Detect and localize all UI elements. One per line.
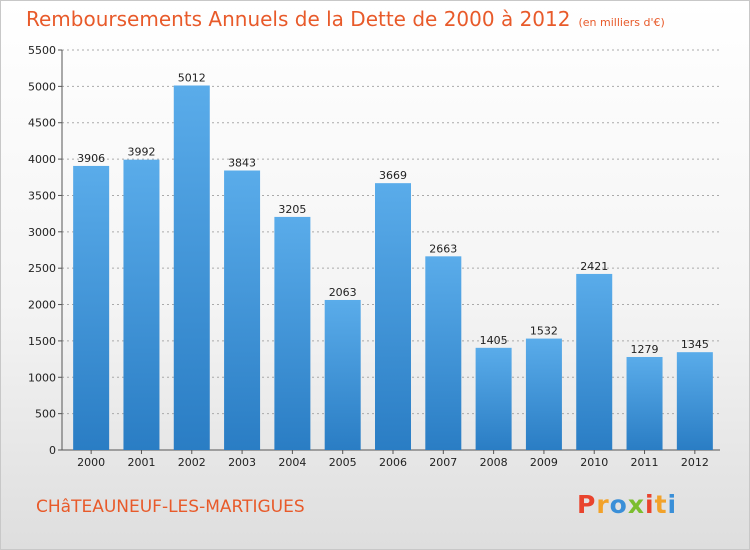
x-tick-label: 2010 — [580, 456, 608, 469]
data-label: 2663 — [429, 242, 457, 255]
data-label: 3906 — [77, 152, 105, 165]
x-tick-label: 2000 — [77, 456, 105, 469]
bar — [73, 165, 110, 450]
bar — [676, 352, 713, 450]
chart-unit: (en milliers d'€) — [578, 16, 665, 29]
y-tick-label: 5000 — [28, 80, 56, 93]
y-tick-label: 3000 — [28, 226, 56, 239]
data-label: 1532 — [530, 325, 558, 338]
data-label: 3205 — [278, 203, 306, 216]
bar — [123, 159, 160, 450]
data-labels: 3906 3992 5012 3843 3205 2063 3669 2663 1405 1532… — [77, 71, 709, 355]
logo-letter: i — [667, 490, 678, 519]
bar — [626, 356, 663, 450]
chart-title: Remboursements Annuels de la Dette de 20… — [26, 7, 665, 31]
data-label: 3669 — [379, 169, 407, 182]
data-label: 1405 — [480, 334, 508, 347]
bar — [425, 256, 462, 450]
logo-letter: i — [645, 490, 655, 519]
data-label: 1279 — [631, 343, 659, 356]
x-tick-label: 2003 — [228, 456, 256, 469]
x-tick-label: 2001 — [127, 456, 155, 469]
x-tick-label: 2012 — [681, 456, 709, 469]
city-name: CHâTEAUNEUF-LES-MARTIGUES — [36, 497, 305, 517]
x-tick-label: 2004 — [278, 456, 306, 469]
y-tick-label: 3500 — [28, 189, 56, 202]
proxiti-logo: Proxiti — [577, 490, 677, 519]
data-label: 3992 — [127, 146, 155, 159]
data-label: 1345 — [681, 338, 709, 351]
data-label: 5012 — [178, 71, 206, 84]
y-tick-label: 0 — [49, 444, 56, 457]
data-label: 2063 — [329, 286, 357, 299]
bar — [375, 183, 411, 450]
x-tick-label: 2011 — [631, 456, 659, 469]
y-tick-label: 2500 — [28, 262, 56, 275]
chart-title-text: Remboursements Annuels de la Dette de 20… — [26, 7, 571, 31]
bar — [224, 170, 261, 450]
logo-letter: o — [609, 490, 628, 519]
bar — [324, 299, 361, 450]
logo-letter: P — [577, 490, 597, 519]
logo-letter: t — [654, 490, 668, 519]
data-label: 2421 — [580, 260, 608, 273]
y-tick-label: 4000 — [28, 153, 56, 166]
bar — [173, 85, 210, 450]
x-tick-label: 2002 — [178, 456, 206, 469]
y-tick-label: 5500 — [28, 44, 56, 57]
bar — [274, 216, 311, 450]
bars — [73, 85, 713, 450]
x-tick-label: 2007 — [429, 456, 457, 469]
data-label: 3843 — [228, 157, 256, 170]
y-tick-label: 4500 — [28, 117, 56, 130]
y-tick-label: 2000 — [28, 299, 56, 312]
y-tick-label: 1000 — [28, 371, 56, 384]
logo-letter: x — [627, 490, 645, 519]
bar — [475, 347, 512, 450]
logo-letter: r — [596, 490, 610, 519]
bar — [576, 273, 613, 450]
axes: 0 500 1000 1500 2000 2500 3000 3500 4000 4500 5000… — [28, 44, 720, 469]
y-tick-label: 1500 — [28, 335, 56, 348]
x-tick-label: 2005 — [329, 456, 357, 469]
x-tick-label: 2008 — [480, 456, 508, 469]
y-tick-label: 500 — [35, 408, 56, 421]
x-tick-label: 2009 — [530, 456, 558, 469]
x-tick-label: 2006 — [379, 456, 407, 469]
bar — [525, 338, 562, 450]
